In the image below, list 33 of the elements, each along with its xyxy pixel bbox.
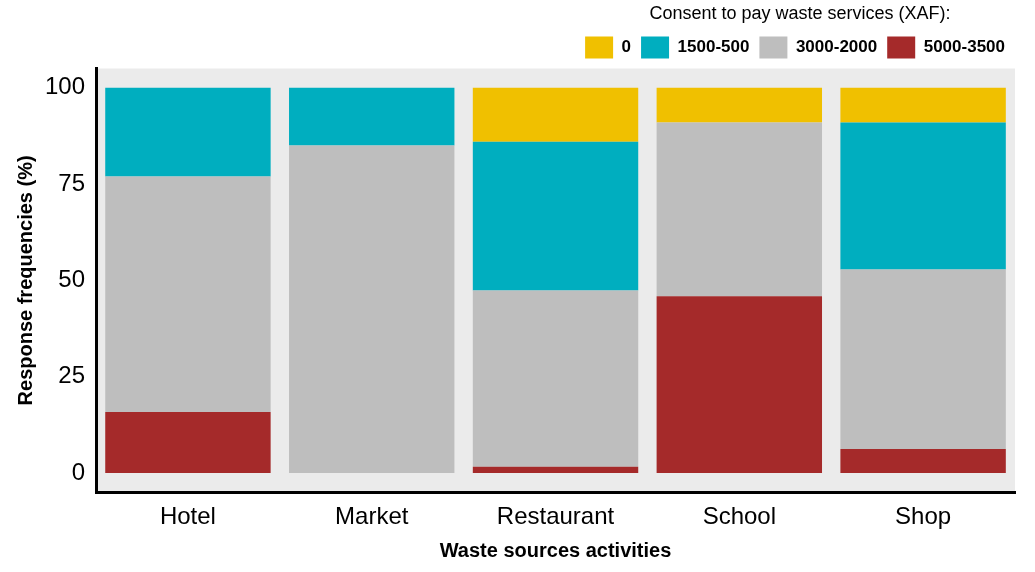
bar <box>472 466 639 473</box>
bar <box>105 412 271 473</box>
y-tick-label: 75 <box>58 168 86 196</box>
x-tick-label: Hotel <box>159 502 216 530</box>
x-tick-label: Restaurant <box>496 502 615 530</box>
bar <box>472 141 639 291</box>
legend-title: Consent to pay waste services (XAF): <box>649 2 951 23</box>
legend-label: 0 <box>621 37 632 57</box>
bar <box>656 296 823 473</box>
bar <box>840 87 1006 123</box>
legend-label: 5000-3500 <box>923 37 1006 57</box>
legend-label: 3000-2000 <box>795 37 878 57</box>
bar <box>656 87 823 123</box>
x-tick-label: School <box>702 502 777 530</box>
bar <box>840 269 1006 450</box>
y-tick-label: 100 <box>45 72 86 100</box>
x-tick-label: Shop <box>895 502 952 530</box>
y-tick-label: 25 <box>58 361 86 389</box>
bar <box>289 87 455 146</box>
bar <box>656 122 823 297</box>
y-tick-label: 0 <box>71 457 86 485</box>
bar <box>105 87 271 177</box>
bar <box>289 145 455 473</box>
x-axis-title: Waste sources activities <box>439 538 672 561</box>
bar <box>840 122 1006 270</box>
y-tick-label: 50 <box>58 265 86 293</box>
bar <box>472 87 639 142</box>
x-tick-label: Market <box>335 502 409 530</box>
legend-label: 1500-500 <box>677 37 750 57</box>
bar <box>840 449 1006 473</box>
bar <box>472 290 639 467</box>
bar <box>105 176 271 413</box>
y-axis-title: Response frequencies (%) <box>13 155 36 406</box>
